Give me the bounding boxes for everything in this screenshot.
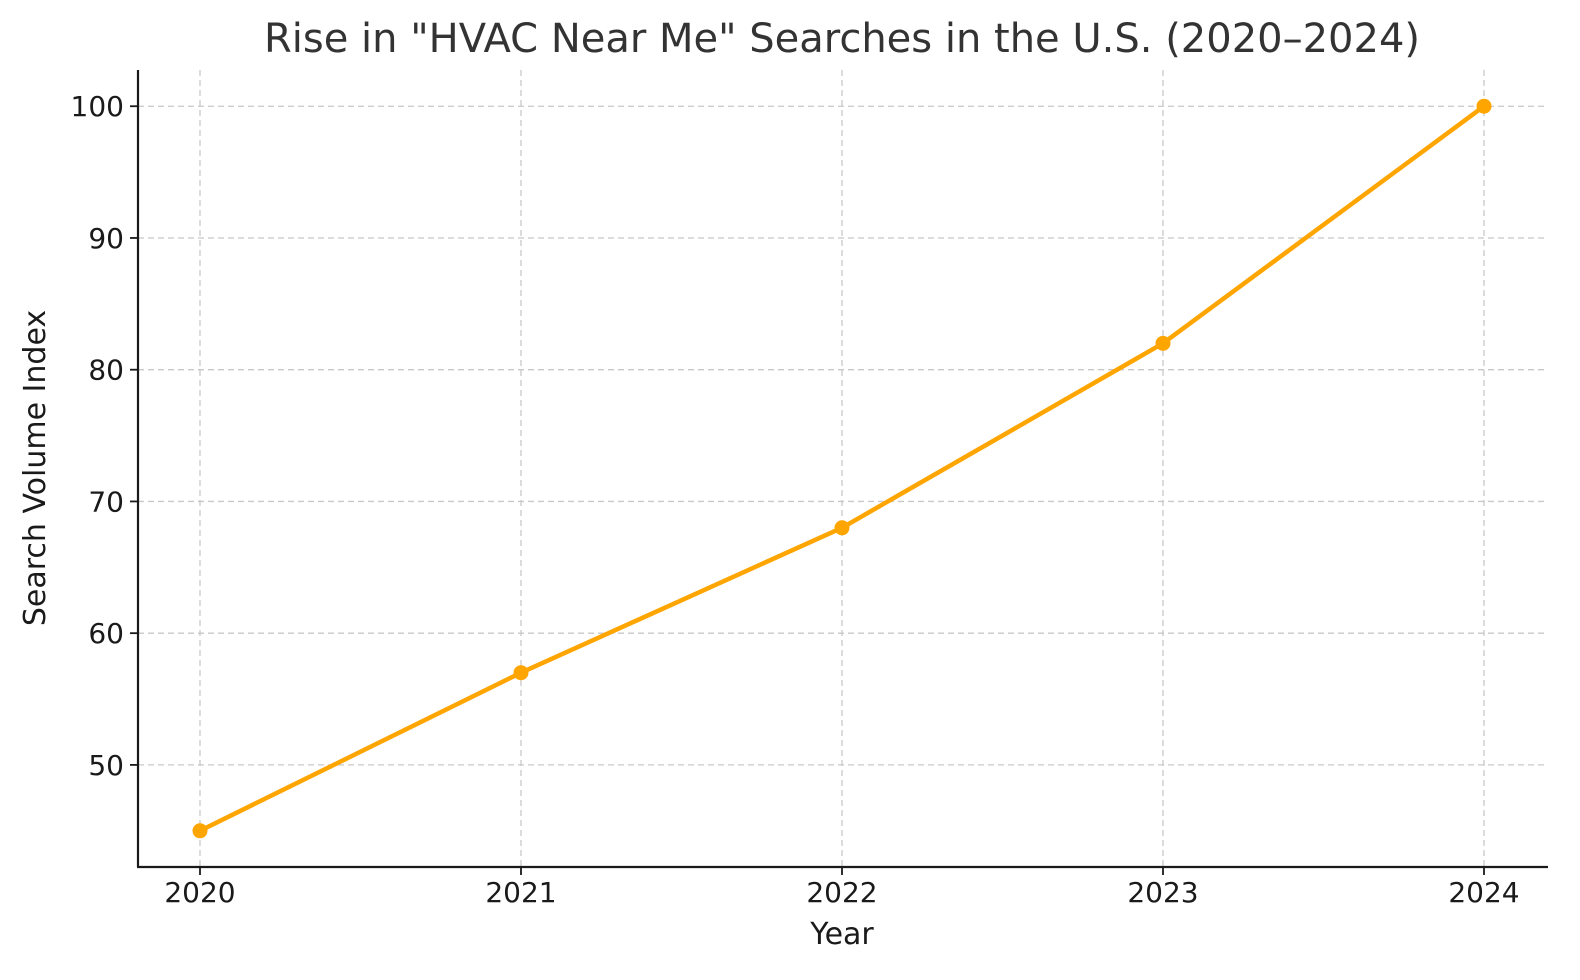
x-tick-label: 2024 <box>1448 876 1519 909</box>
y-tick-label: 90 <box>88 222 124 255</box>
axes <box>136 70 1548 869</box>
y-axis-label: Search Volume Index <box>18 310 53 626</box>
x-axis-label: Year <box>809 917 874 952</box>
series-layer <box>192 98 1492 839</box>
x-tick-label: 2023 <box>1127 876 1198 909</box>
ticks: 2020 2021 2022 2023 2024 50 60 70 80 90 100 <box>71 90 1520 909</box>
data-point <box>1476 98 1492 114</box>
y-tick-label: 100 <box>71 90 124 123</box>
y-tick-label: 50 <box>88 749 124 782</box>
data-point <box>1155 335 1171 351</box>
y-tick-label: 80 <box>88 354 124 387</box>
y-tick-label: 60 <box>88 617 124 650</box>
data-point <box>513 665 529 681</box>
x-tick-label: 2022 <box>806 876 877 909</box>
x-tick-label: 2020 <box>164 876 235 909</box>
y-tick-label: 70 <box>88 485 124 518</box>
x-tick-label: 2021 <box>485 876 556 909</box>
data-point <box>192 823 208 839</box>
data-point <box>834 520 850 536</box>
chart-title: Rise in "HVAC Near Me" Searches in the U… <box>264 16 1420 62</box>
grid <box>138 70 1548 867</box>
